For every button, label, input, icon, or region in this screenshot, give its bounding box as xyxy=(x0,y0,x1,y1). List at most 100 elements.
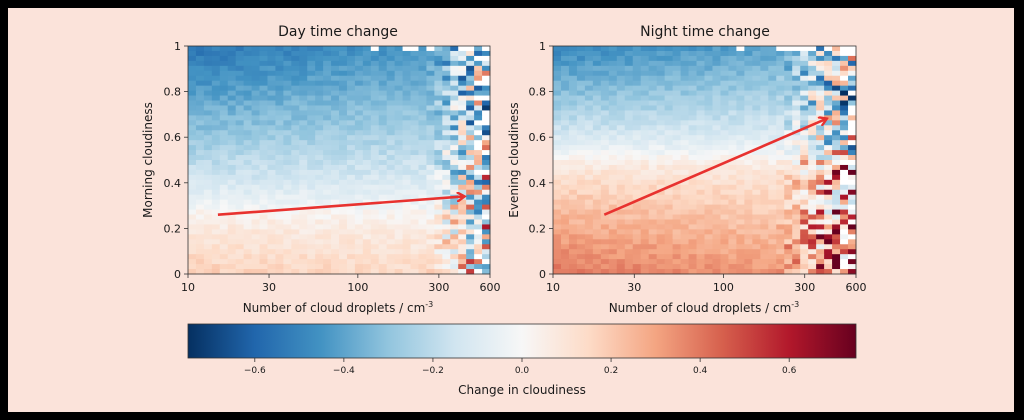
heatmap-cell xyxy=(370,249,380,255)
heatmap-cell xyxy=(291,140,300,146)
heatmap-cell xyxy=(728,55,737,62)
heatmap-cell xyxy=(784,145,793,151)
heatmap-cell xyxy=(720,204,729,210)
heatmap-cell xyxy=(346,135,356,141)
heatmap-cell xyxy=(672,105,681,111)
heatmap-cell xyxy=(291,115,300,121)
heatmap-cell xyxy=(458,150,467,156)
heatmap-cell xyxy=(616,169,626,176)
heatmap-cell xyxy=(235,70,245,77)
heatmap-cell xyxy=(458,50,467,57)
heatmap-cell xyxy=(576,125,586,131)
heatmap-cell xyxy=(323,179,332,186)
heatmap-cell xyxy=(378,179,388,186)
heatmap-cell xyxy=(632,80,642,87)
colorbar-tick-label: 0.2 xyxy=(604,366,618,376)
heatmap-cell xyxy=(346,60,356,67)
heatmap-cell xyxy=(370,184,380,191)
heatmap-cell xyxy=(584,169,594,176)
heatmap-cell xyxy=(752,249,761,255)
heatmap-cell xyxy=(418,100,427,106)
heatmap-cell xyxy=(434,145,443,151)
heatmap-cell xyxy=(219,174,229,181)
heatmap-cell xyxy=(362,70,372,77)
heatmap-cell xyxy=(362,90,372,96)
heatmap-cell xyxy=(736,65,745,72)
heatmap-cell xyxy=(203,80,213,87)
heatmap-cell xyxy=(227,95,237,101)
heatmap-cell xyxy=(203,199,213,206)
heatmap-cell xyxy=(848,60,857,67)
heatmap-cell xyxy=(283,46,292,52)
heatmap-cell xyxy=(744,244,753,250)
heatmap-cell xyxy=(195,70,205,77)
heatmap-cell xyxy=(195,55,205,62)
heatmap-cell xyxy=(560,55,570,62)
heatmap-cell xyxy=(188,224,197,230)
heatmap-cell xyxy=(824,204,833,210)
heatmap-cell xyxy=(768,179,777,186)
heatmap-cell xyxy=(672,55,681,62)
heatmap-cell xyxy=(394,194,403,201)
heatmap-cell xyxy=(450,46,459,52)
heatmap-cell xyxy=(744,140,753,146)
heatmap-cell xyxy=(744,75,753,82)
heatmap-cell xyxy=(219,90,229,96)
heatmap-cell xyxy=(752,189,761,196)
heatmap-cell xyxy=(744,259,753,265)
heatmap-cell xyxy=(474,90,483,96)
heatmap-cell xyxy=(211,80,221,87)
heatmap-cell xyxy=(235,234,245,240)
heatmap-cell xyxy=(712,105,721,111)
heatmap-cell xyxy=(816,204,825,210)
heatmap-cell xyxy=(362,140,372,146)
heatmap-cell xyxy=(394,115,403,121)
heatmap-cell xyxy=(624,50,634,57)
heatmap-cell xyxy=(466,160,475,166)
heatmap-cell xyxy=(640,115,650,121)
heatmap-cell xyxy=(195,259,205,265)
heatmap-cell xyxy=(792,75,801,82)
heatmap-cell xyxy=(768,75,777,82)
heatmap-cell xyxy=(584,234,594,240)
heatmap-cell xyxy=(450,244,459,250)
heatmap-cell xyxy=(824,145,833,151)
heatmap-cell xyxy=(474,115,483,121)
heatmap-cell xyxy=(632,254,642,260)
heatmap-cell xyxy=(211,229,221,235)
heatmap-cell xyxy=(792,46,801,52)
heatmap-cell xyxy=(323,85,332,92)
heatmap-cell xyxy=(307,194,316,201)
heatmap-cell xyxy=(816,50,825,57)
heatmap-cell xyxy=(482,115,491,121)
heatmap-cell xyxy=(275,224,284,230)
heatmap-cell xyxy=(370,164,380,171)
heatmap-cell xyxy=(259,160,268,166)
heatmap-cell xyxy=(576,115,586,121)
heatmap-cell xyxy=(331,269,340,275)
heatmap-cell xyxy=(203,105,213,111)
heatmap-cell xyxy=(283,249,292,255)
heatmap-cell xyxy=(632,100,642,106)
heatmap-cell xyxy=(696,85,705,92)
heatmap-cell xyxy=(458,189,467,196)
heatmap-cell xyxy=(656,269,666,275)
heatmap-cell xyxy=(592,184,602,191)
heatmap-cell xyxy=(267,65,276,72)
heatmap-cell xyxy=(648,169,658,176)
heatmap-cell xyxy=(640,150,650,156)
heatmap-cell xyxy=(410,110,419,116)
heatmap-cell xyxy=(664,204,674,210)
heatmap-cell xyxy=(283,115,292,121)
heatmap-cell xyxy=(672,259,681,265)
heatmap-cell xyxy=(616,115,626,121)
heatmap-cell xyxy=(816,169,825,176)
heatmap-cell xyxy=(331,155,340,161)
heatmap-cell xyxy=(195,125,205,131)
heatmap-cell xyxy=(600,110,610,116)
heatmap-cell xyxy=(434,70,443,77)
heatmap-cell xyxy=(760,264,769,270)
heatmap-cell xyxy=(346,100,356,106)
heatmap-cell xyxy=(434,264,443,270)
heatmap-cell xyxy=(736,209,745,215)
